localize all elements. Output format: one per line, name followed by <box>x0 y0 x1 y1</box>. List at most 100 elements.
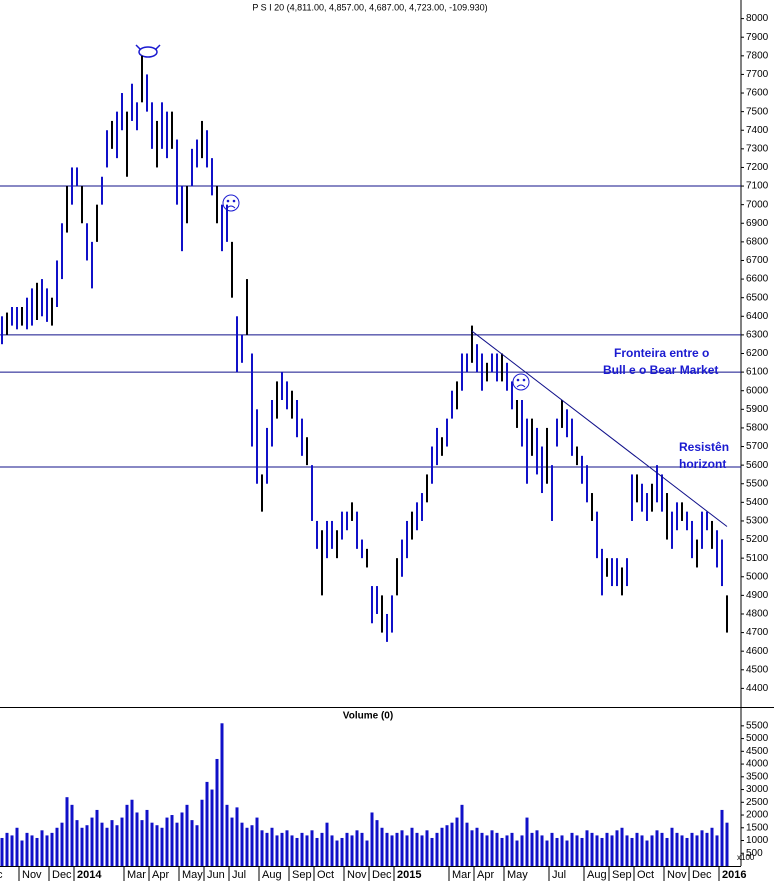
volume-bar <box>210 789 214 866</box>
volume-bar <box>45 835 49 866</box>
volume-bar <box>670 827 674 866</box>
volume-bar <box>370 812 374 866</box>
volume-bar <box>425 830 429 866</box>
volume-bar <box>575 835 579 866</box>
volume-bar <box>490 830 494 866</box>
y-tick-label: 6300 <box>746 330 769 341</box>
volume-bar <box>460 804 464 866</box>
volume-bar <box>295 837 299 866</box>
volume-bar <box>690 832 694 866</box>
volume-bar <box>150 822 154 866</box>
y-tick-label: 7500 <box>746 106 769 117</box>
volume-bar <box>475 827 479 866</box>
volume-bar <box>10 835 14 866</box>
volume-bar <box>120 817 124 866</box>
volume-bar <box>515 840 519 866</box>
x-tick-label: Oct <box>317 869 334 881</box>
volume-bar <box>240 822 244 866</box>
volume-unit: x100 <box>737 853 755 862</box>
y-tick-label: 7300 <box>746 143 769 154</box>
volume-bar <box>250 825 254 866</box>
volume-bar <box>315 837 319 866</box>
volume-bar <box>530 832 534 866</box>
volume-bar <box>40 830 44 866</box>
volume-bar <box>480 832 484 866</box>
y-tick-label: 6200 <box>746 348 769 359</box>
volume-bar <box>675 832 679 866</box>
volume-bar <box>305 835 309 866</box>
volume-bar <box>625 835 629 866</box>
annotation: Fronteira entre o <box>614 346 709 360</box>
y-tick-label: 7100 <box>746 181 769 192</box>
volume-bar <box>535 830 539 866</box>
volume-bar <box>720 809 724 866</box>
volume-bar <box>350 835 354 866</box>
y-tick-label: 5700 <box>746 441 769 452</box>
annotation: Bull e o Bear Market <box>603 363 718 377</box>
y-tick-label: 5200 <box>746 534 769 545</box>
sad-face <box>222 194 240 212</box>
volume-bar <box>165 817 169 866</box>
volume-bar <box>270 827 274 866</box>
volume-bar <box>405 835 409 866</box>
volume-bar <box>505 835 509 866</box>
volume-bar <box>545 840 549 866</box>
volume-bar <box>255 817 259 866</box>
x-tick-label: 2016 <box>722 869 746 881</box>
volume-bar <box>310 830 314 866</box>
volume-bar <box>160 827 164 866</box>
y-tick-label: 1000 <box>746 835 769 846</box>
volume-bar <box>520 835 524 866</box>
volume-bar <box>510 832 514 866</box>
x-tick-label: Mar <box>127 869 146 881</box>
annotation: Resistên <box>679 440 729 454</box>
volume-bar <box>495 832 499 866</box>
volume-bar <box>565 840 569 866</box>
volume-bar <box>595 835 599 866</box>
y-tick-label: 7800 <box>746 50 769 61</box>
volume-bar <box>710 827 714 866</box>
volume-bar <box>700 830 704 866</box>
trend-line <box>471 330 728 527</box>
volume-bar <box>180 812 184 866</box>
volume-bar <box>605 832 609 866</box>
y-tick-label: 3500 <box>746 771 769 782</box>
volume-bar <box>195 825 199 866</box>
volume-bar <box>640 835 644 866</box>
y-tick-label: 7600 <box>746 88 769 99</box>
volume-bar <box>455 817 459 866</box>
x-tick-label: Aug <box>262 869 282 881</box>
y-tick-label: 4500 <box>746 746 769 757</box>
x-tick-label: Nov <box>667 869 687 881</box>
volume-bar <box>140 820 144 866</box>
volume-bar <box>390 835 394 866</box>
volume-bar <box>130 799 134 866</box>
volume-bar <box>470 830 474 866</box>
volume-bar <box>655 830 659 866</box>
volume-bar <box>580 837 584 866</box>
volume-bar <box>540 835 544 866</box>
volume-bar <box>50 832 54 866</box>
x-tick-label: Mar <box>452 869 471 881</box>
x-tick-label: Jun <box>207 869 225 881</box>
volume-bar <box>355 830 359 866</box>
x-tick-label: Aug <box>587 869 607 881</box>
volume-bar <box>215 758 219 866</box>
volume-bar <box>300 832 304 866</box>
x-tick-label: 2014 <box>77 869 102 881</box>
y-tick-label: 6900 <box>746 218 769 229</box>
volume-bar <box>245 827 249 866</box>
volume-bar <box>280 832 284 866</box>
volume-bar <box>100 822 104 866</box>
volume-bar <box>365 840 369 866</box>
x-tick-label: 2015 <box>397 869 421 881</box>
volume-bar <box>590 832 594 866</box>
volume-bar <box>435 832 439 866</box>
volume-bar <box>170 815 174 866</box>
x-tick-label: Apr <box>152 869 169 881</box>
volume-bar <box>450 822 454 866</box>
volume-bar <box>90 817 94 866</box>
volume-bar <box>340 837 344 866</box>
volume-bar <box>125 804 129 866</box>
volume-bar <box>115 825 119 866</box>
